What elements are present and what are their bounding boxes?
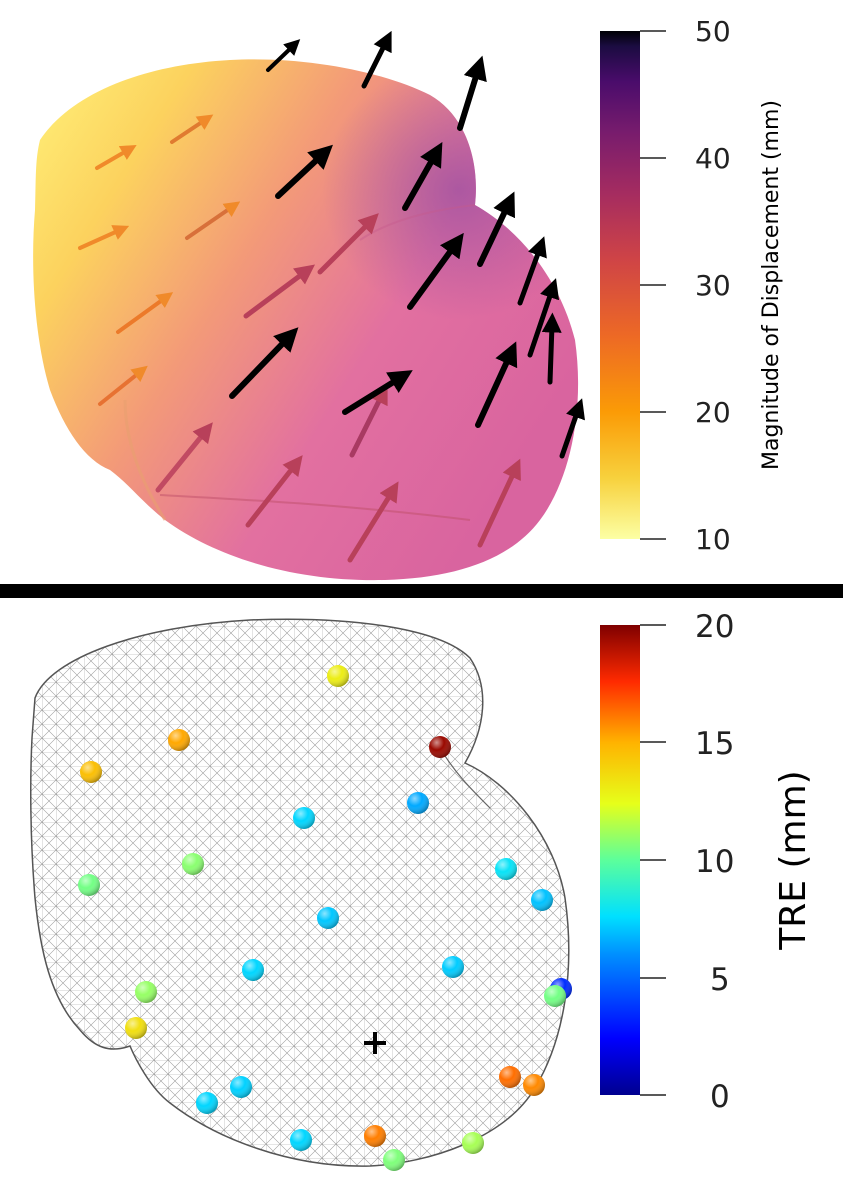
vector-arrow (475, 341, 518, 428)
organ-surface (33, 59, 579, 581)
tre-marker-shading (462, 1132, 484, 1154)
vector-arrow (229, 327, 299, 399)
tre-marker-shading (78, 874, 100, 896)
tick-label: 5 (710, 962, 730, 998)
tre-marker-shading (499, 1066, 521, 1088)
tick-label: 30 (695, 269, 731, 302)
tre-marker-shading (293, 807, 315, 829)
tre-marker-shading (383, 1149, 405, 1171)
vector-arrow (245, 455, 303, 528)
tre-marker-shading (125, 1017, 147, 1039)
colorbar-gradient (600, 31, 640, 539)
tick-label: 40 (695, 142, 731, 175)
vector-arrow (155, 422, 213, 493)
vector-arrow (347, 481, 399, 563)
vector-arrow (266, 39, 301, 72)
vector-arrow (541, 312, 562, 385)
tick-label: 20 (695, 609, 734, 645)
vector-arrow (95, 144, 137, 170)
tre-markers (78, 665, 572, 1171)
vector-arrow (275, 144, 333, 199)
tre-marker-shading (531, 889, 553, 911)
vector-arrow (349, 383, 388, 458)
vector-arrow (170, 114, 214, 144)
tick-label: 10 (695, 523, 731, 556)
tre-marker-shading (290, 1129, 312, 1151)
vector-arrow (407, 232, 464, 310)
tre-figure: 20 15 10 5 0 TRE (mm) (30, 609, 814, 1171)
tre-marker-shading (196, 1092, 218, 1114)
displacement-panel: 50 40 30 20 10 Magnitude of Displacement… (0, 0, 843, 584)
tre-marker-shading (242, 959, 264, 981)
tre-marker-shading (135, 981, 157, 1003)
vector-arrow (402, 141, 443, 211)
vector-arrow (477, 458, 521, 548)
colorbar-gradient (600, 625, 640, 1095)
tre-marker-shading (523, 1074, 545, 1096)
tre-marker-shading (182, 853, 204, 875)
tre-marker-shading (407, 792, 429, 814)
tre-marker-shading (80, 761, 102, 783)
tre-marker-shading (429, 736, 451, 758)
tre-marker-shading (317, 907, 339, 929)
vector-arrow (317, 213, 379, 275)
vector-arrow (477, 191, 515, 267)
tick-label: 50 (695, 15, 731, 48)
displacement-colorbar: 50 40 30 20 10 Magnitude of Displacement… (600, 15, 784, 556)
centroid-cross-icon (364, 1032, 386, 1054)
vector-arrow (527, 278, 560, 358)
vector-arrow (457, 55, 487, 131)
tre-marker-shading (544, 985, 566, 1007)
vector-arrow (342, 370, 413, 415)
tick-label: 0 (710, 1079, 730, 1115)
vector-arrow (559, 398, 585, 459)
vector-arrow (116, 292, 174, 334)
colorbar-title: TRE (mm) (773, 770, 814, 950)
tre-colorbar: 20 15 10 5 0 TRE (mm) (600, 609, 814, 1115)
panel-divider (0, 584, 843, 598)
tick-label: 20 (695, 396, 731, 429)
tre-marker-shading (364, 1125, 386, 1147)
tre-panel: 20 15 10 5 0 TRE (mm) (0, 598, 843, 1181)
displacement-arrows (78, 30, 585, 563)
tre-marker-shading (168, 729, 190, 751)
tre-marker-shading (230, 1076, 252, 1098)
vector-arrow (243, 264, 316, 319)
vector-arrow (185, 201, 241, 240)
tre-marker-shading (495, 858, 517, 880)
tre-marker-shading (442, 956, 464, 978)
vector-arrow (517, 236, 547, 306)
colorbar-title: Magnitude of Displacement (mm) (759, 100, 784, 470)
tre-marker-shading (327, 665, 349, 687)
displacement-figure: 50 40 30 20 10 Magnitude of Displacement… (33, 15, 784, 581)
tick-label: 10 (695, 844, 734, 880)
vector-arrow (78, 225, 130, 250)
vector-arrow (98, 365, 148, 406)
tick-label: 15 (695, 726, 734, 762)
vector-arrow (361, 30, 392, 89)
